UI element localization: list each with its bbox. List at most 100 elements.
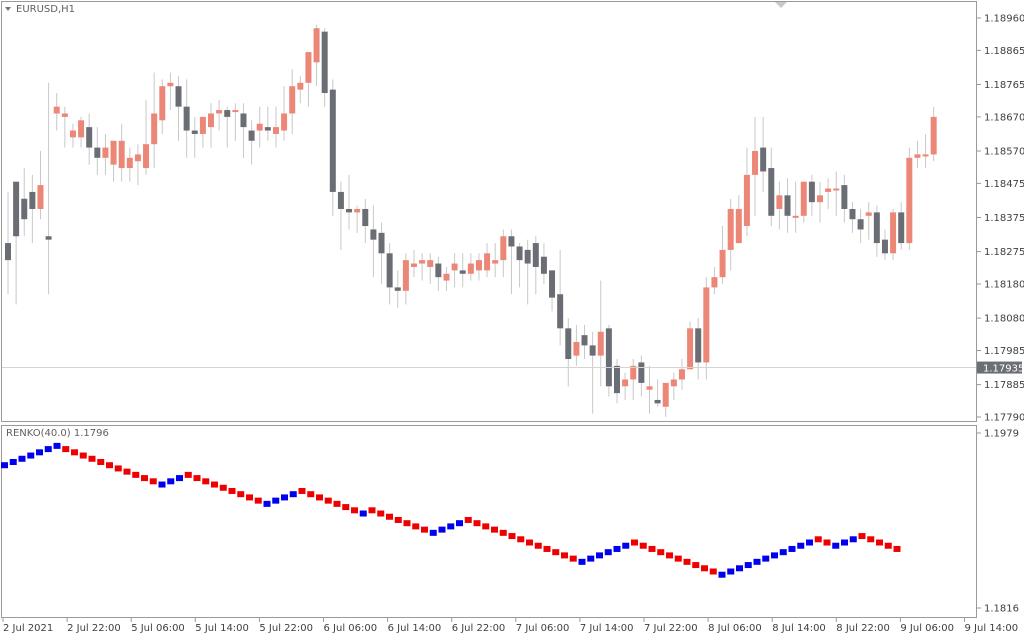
candle-body: [94, 147, 101, 158]
renko-brick: [193, 475, 201, 482]
candle-body: [808, 181, 815, 203]
candle-body: [581, 335, 588, 346]
candle-body: [776, 195, 783, 209]
renko-brick: [114, 465, 122, 472]
renko-brick: [351, 507, 358, 514]
renko-brick: [298, 487, 306, 494]
renko-brick: [657, 549, 665, 556]
renko-brick: [543, 545, 551, 552]
renko-brick: [552, 549, 560, 556]
renko-brick: [858, 533, 866, 540]
renko-brick: [893, 545, 901, 552]
candle-body: [29, 191, 36, 209]
renko-brick: [123, 468, 131, 475]
renko-brick: [9, 458, 17, 465]
candle-body: [825, 188, 832, 192]
renko-brick: [263, 500, 271, 507]
renko-brick: [806, 539, 813, 546]
renko-price-tick-label: 1.1816: [984, 604, 1019, 615]
price-tick-label: 1.18375: [984, 213, 1024, 224]
renko-brick: [569, 555, 577, 562]
renko-brick: [648, 545, 656, 552]
renko-brick: [141, 475, 148, 482]
time-tick-label: 5 Jul 14:00: [195, 623, 249, 634]
candle-body: [143, 144, 150, 169]
renko-brick: [508, 533, 516, 540]
candle-body: [492, 260, 499, 264]
candle-body: [508, 236, 515, 247]
renko-brick: [753, 558, 761, 565]
renko-brick: [762, 555, 770, 562]
symbol-label: EURUSD,H1: [16, 4, 75, 15]
time-tick-label: 6 Jul 14:00: [388, 623, 442, 634]
candle-body: [792, 215, 799, 218]
time-tick-label: 8 Jul 14:00: [772, 623, 826, 634]
renko-brick: [342, 504, 350, 511]
candle-body: [86, 127, 93, 148]
time-tick-label: 7 Jul 22:00: [644, 623, 698, 634]
price-tick-label: 1.18475: [984, 179, 1024, 190]
renko-brick: [771, 552, 778, 559]
candle-body: [37, 185, 44, 209]
candle-body: [289, 86, 296, 114]
candle-body: [532, 243, 539, 267]
candle-body: [678, 369, 685, 380]
candle-body: [605, 328, 612, 387]
candle-body: [622, 379, 629, 387]
renko-brick: [149, 478, 157, 485]
renko-brick: [884, 542, 892, 549]
candle-body: [175, 86, 182, 107]
renko-brick: [526, 539, 533, 546]
candle-body: [69, 130, 76, 138]
candle-body: [865, 212, 872, 216]
price-tick-label: 1.18765: [984, 80, 1024, 91]
candle-body: [329, 89, 336, 192]
candle-body: [281, 113, 288, 131]
renko-brick: [421, 526, 428, 533]
candle-body: [638, 362, 645, 383]
renko-brick: [631, 539, 638, 546]
renko-brick: [482, 523, 490, 530]
renko-brick: [158, 481, 166, 488]
price-tick-label: 1.17790: [984, 413, 1024, 424]
candle-body: [646, 386, 653, 390]
renko-brick: [744, 562, 752, 569]
renko-plot: [1, 442, 901, 578]
price-tick-label: 1.17885: [984, 380, 1024, 391]
renko-brick: [377, 510, 385, 517]
candle-body: [573, 341, 580, 356]
price-tick-label: 1.18570: [984, 147, 1024, 158]
renko-brick: [429, 529, 437, 536]
candle-body: [183, 106, 190, 131]
renko-brick: [701, 565, 708, 572]
renko-brick: [841, 539, 848, 546]
renko-brick: [473, 520, 481, 527]
candle-body: [354, 208, 361, 213]
renko-brick: [613, 545, 621, 552]
renko-price-axis: 1.1979 1.1816: [977, 429, 1019, 615]
renko-brick: [447, 523, 455, 530]
dropdown-arrow-icon[interactable]: [5, 7, 11, 11]
candle-body: [849, 208, 856, 220]
renko-brick: [97, 458, 105, 465]
renko-brick: [464, 516, 472, 523]
price-tick-label: 1.18080: [984, 314, 1024, 325]
candle-body: [662, 382, 669, 407]
renko-brick: [394, 516, 402, 523]
candle-body: [191, 130, 198, 134]
candle-body: [817, 195, 823, 203]
candle-body: [346, 208, 353, 213]
candle-body: [565, 328, 572, 360]
candle-body: [45, 236, 52, 240]
candle-body: [898, 212, 905, 244]
renko-brick: [18, 455, 26, 462]
renko-brick: [36, 449, 43, 456]
renko-brick: [333, 500, 341, 507]
renko-brick: [53, 442, 61, 449]
price-tick-label: 1.18275: [984, 247, 1024, 258]
renko-brick: [184, 471, 192, 478]
candle-body: [370, 229, 377, 240]
shift-marker-icon[interactable]: [775, 2, 787, 8]
candlestick-plot: [2, 24, 976, 417]
renko-brick: [132, 471, 140, 478]
